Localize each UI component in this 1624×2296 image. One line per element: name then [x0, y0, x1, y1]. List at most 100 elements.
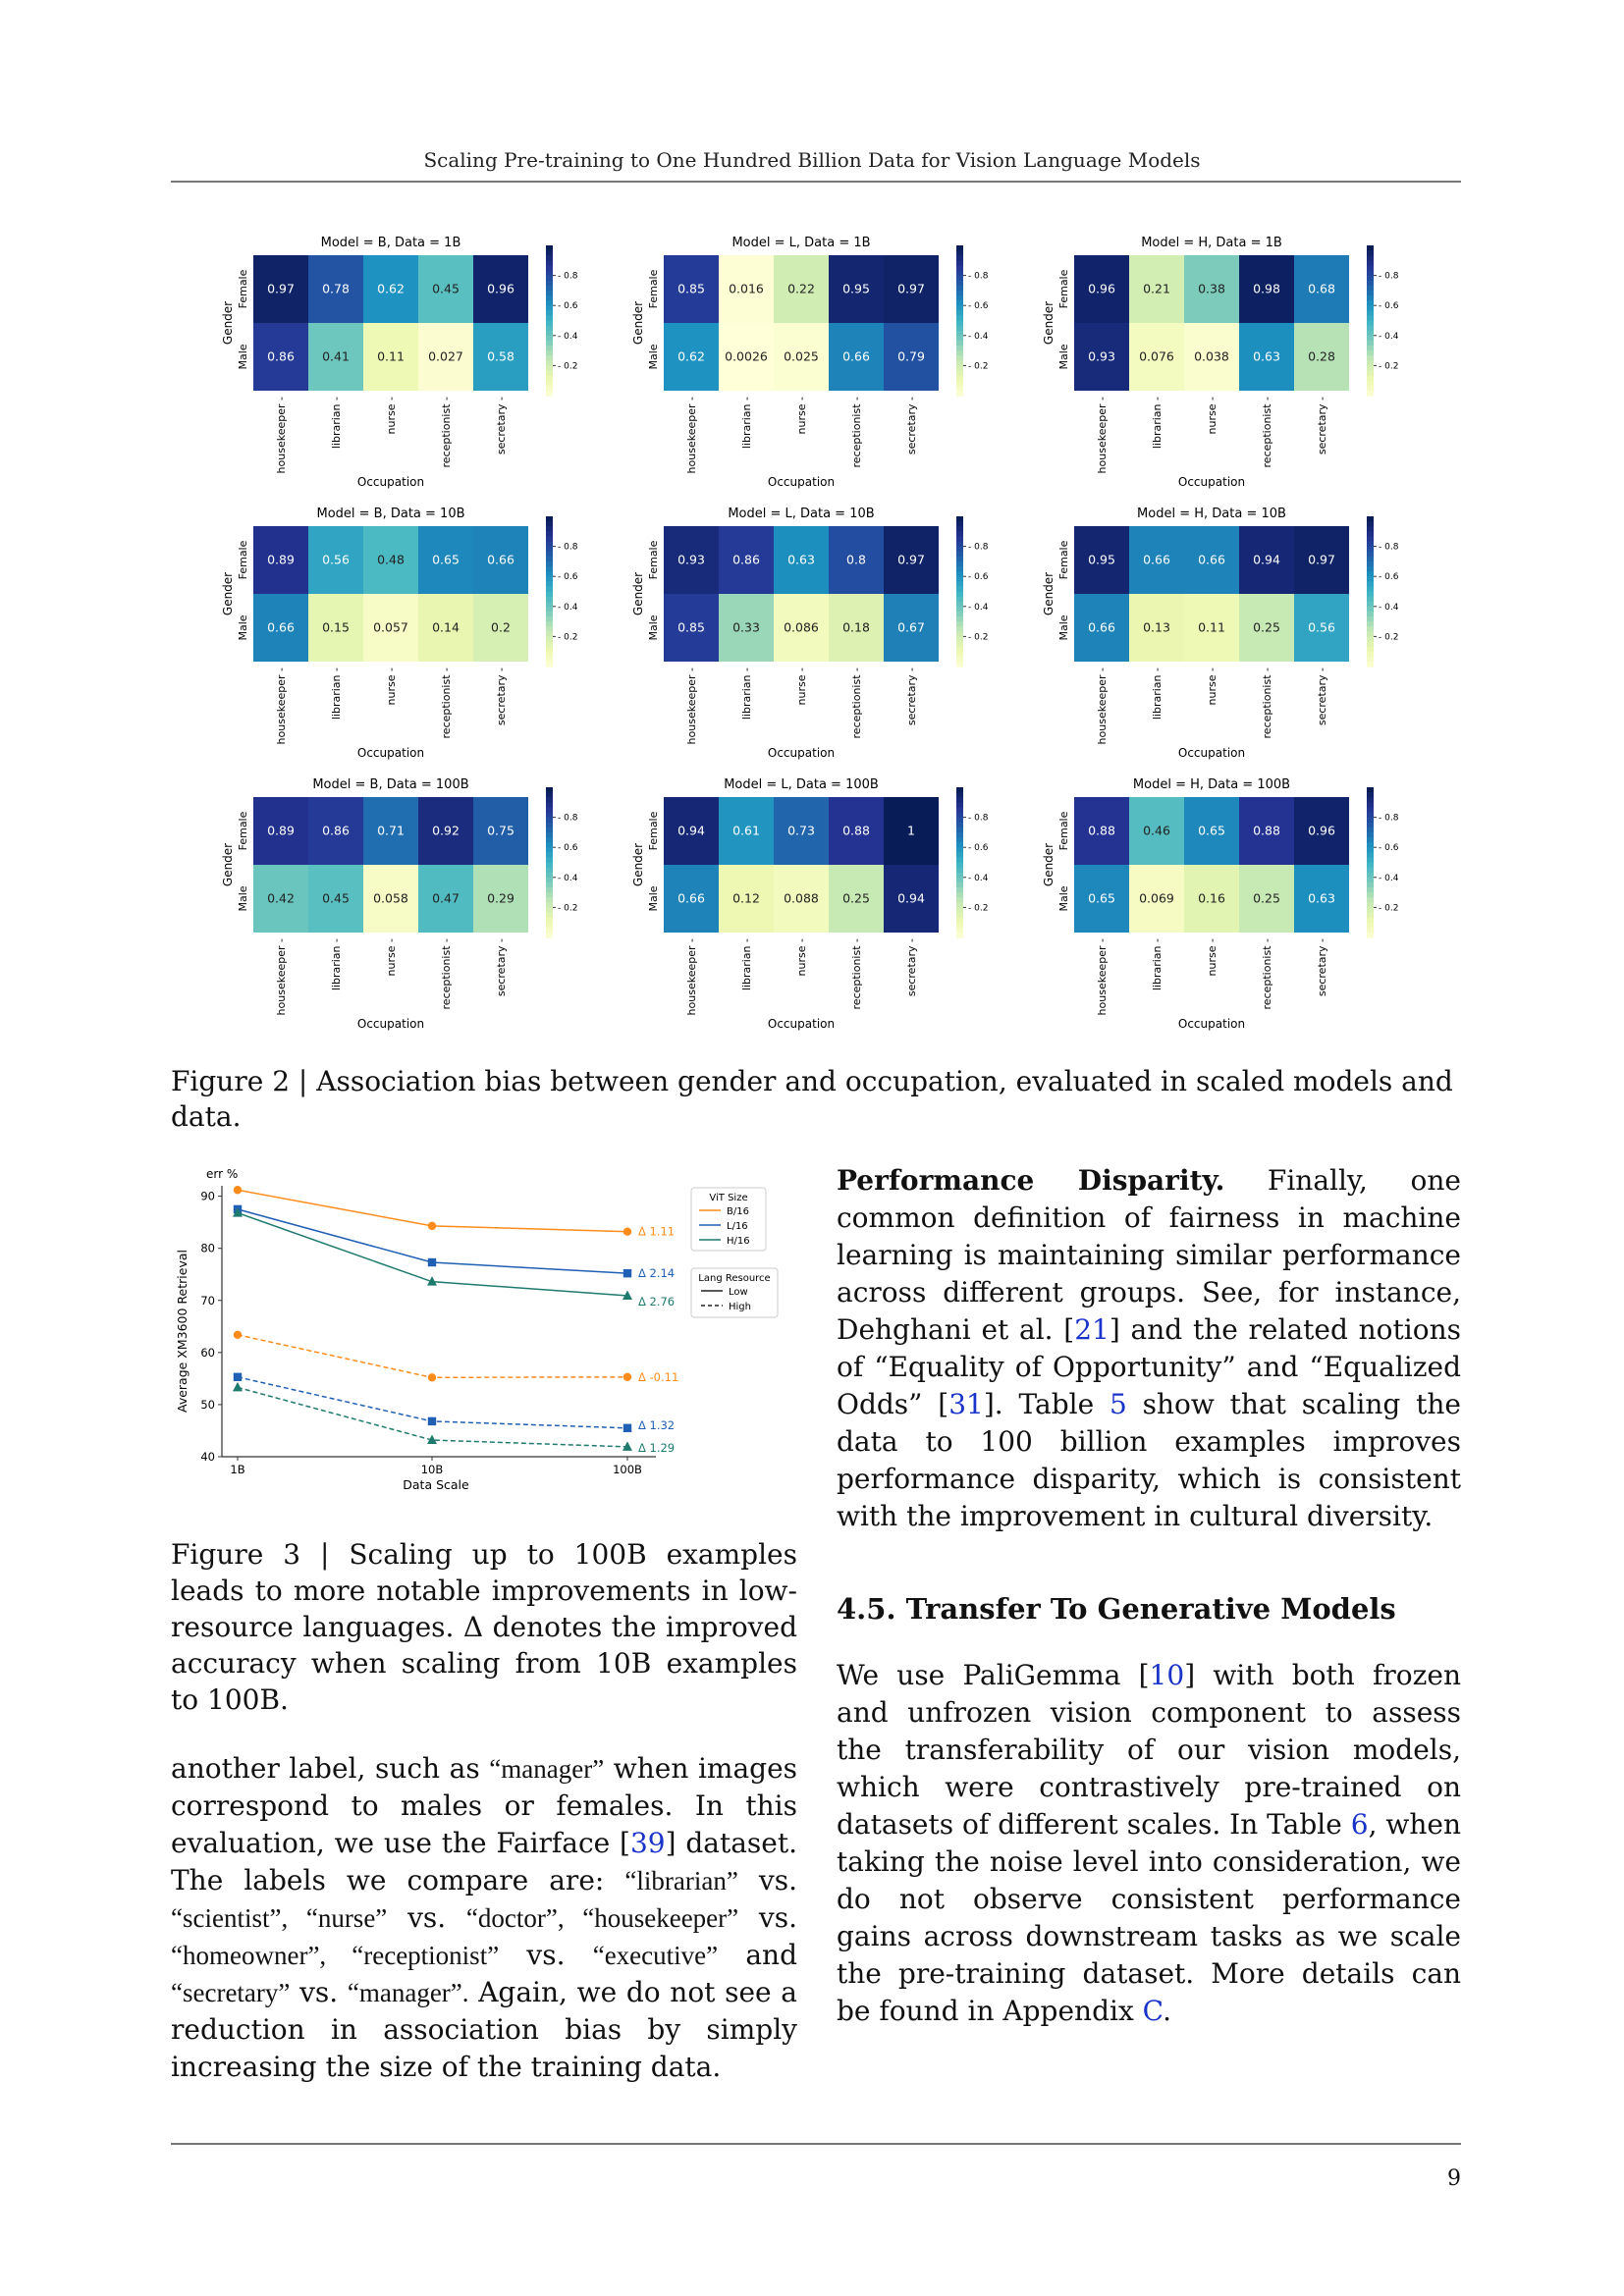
heatmap-value: 0.088	[784, 891, 819, 906]
heatmap-cell	[1129, 526, 1184, 594]
colorbar-segment	[1367, 892, 1374, 898]
heatmap-cell	[1239, 865, 1294, 933]
heatmap-value: 0.38	[1198, 282, 1225, 296]
colorbar-segment	[956, 275, 963, 282]
heatmap-cell	[418, 865, 473, 933]
heatmap-value: 0.25	[1253, 620, 1280, 635]
colorbar-segment	[546, 792, 553, 798]
colorbar-segment	[546, 626, 553, 632]
colorbar-tick-label: - 0.2	[968, 632, 988, 642]
heatmap-cell	[1129, 594, 1184, 662]
colorbar-tick-label: - 0.6	[968, 843, 989, 853]
colorbar-tick-label: - 0.6	[558, 301, 578, 311]
colorbar-segment	[1367, 917, 1374, 924]
heatmap-cell	[1129, 865, 1184, 933]
colorbar-segment	[956, 290, 963, 296]
colorbar-segment	[956, 365, 963, 372]
colorbar-segment	[956, 270, 963, 277]
colorbar-segment	[956, 375, 963, 382]
colorbar-tick-label: - 0.2	[1379, 361, 1398, 371]
heatmap-cell	[1239, 323, 1294, 391]
heatmap-value: 0.16	[1198, 891, 1225, 906]
citation-link-21[interactable]: 21	[1074, 1313, 1110, 1346]
heatmap-value: 0.85	[677, 282, 705, 296]
heatmap-column-label: nurse -	[1206, 938, 1218, 976]
delta-annotation: Δ 2.14	[638, 1266, 675, 1280]
heatmap-row-label: Male	[647, 614, 660, 640]
colorbar-segment	[546, 651, 553, 658]
colorbar-segment	[546, 571, 553, 577]
colorbar-segment	[1367, 857, 1374, 864]
colorbar-segment	[956, 631, 963, 637]
heatmap-cell	[253, 323, 308, 391]
heatmap-xlabel: Occupation	[1178, 1017, 1245, 1031]
colorbar-segment	[546, 586, 553, 593]
colorbar-segment	[956, 546, 963, 553]
heatmap-value: 0.61	[732, 824, 760, 838]
paragraph-heading: Performance Disparity.	[837, 1164, 1225, 1197]
citation-link-31[interactable]: 31	[948, 1388, 984, 1420]
heatmap-cell	[473, 797, 528, 865]
heatmap-column-label: secretary -	[495, 938, 508, 996]
table-5-link[interactable]: 5	[1109, 1388, 1127, 1420]
y-tick-label: 50	[200, 1398, 215, 1412]
heatmap-value: 0.86	[732, 553, 760, 567]
colorbar-segment	[546, 596, 553, 603]
heatmap-value: 0.75	[487, 824, 514, 838]
table-6-link[interactable]: 6	[1350, 1808, 1369, 1841]
heatmap-cell	[1074, 594, 1129, 662]
heatmap-cell	[1294, 323, 1349, 391]
figure2-heatmap-grid: Model = B, Data = 1B 0.97 0.78 0.62 0.45 0.96…	[196, 231, 1434, 1055]
appendix-c-link[interactable]: C	[1142, 1995, 1164, 2027]
heatmap-column-label: librarian -	[740, 938, 753, 990]
heatmap-row-label: Female	[1057, 269, 1070, 308]
colorbar-segment	[1367, 601, 1374, 608]
heatmap-column-label: nurse -	[795, 667, 808, 705]
colorbar-segment	[1367, 797, 1374, 803]
colorbar-segment	[546, 872, 553, 879]
heatmap-title: Model = B, Data = 100B	[312, 777, 468, 792]
colorbar-tick-label: - 0.2	[1379, 632, 1398, 642]
colorbar-tick-label: - 0.8	[968, 272, 989, 282]
heatmap-ylabel: Gender	[631, 843, 645, 886]
heatmap-column-label: housekeeper -	[1096, 397, 1109, 473]
heatmap-cell	[829, 594, 884, 662]
colorbar-segment	[956, 355, 963, 361]
heatmap-column-label: housekeeper -	[275, 938, 288, 1015]
heatmap-column-label: housekeeper -	[1096, 938, 1109, 1015]
colorbar-segment	[546, 881, 553, 888]
x-axis-label: Data Scale	[403, 1477, 469, 1492]
colorbar-segment	[1367, 320, 1374, 327]
heatmap-row-label: Female	[647, 269, 660, 308]
colorbar-segment	[956, 651, 963, 658]
data-point-circle	[233, 1330, 243, 1339]
colorbar-tick-label: - 0.8	[558, 814, 578, 824]
heatmap-cell	[719, 526, 774, 594]
colorbar-segment	[546, 526, 553, 532]
chart-top-label: err %	[206, 1167, 238, 1181]
colorbar-segment	[546, 887, 553, 893]
x-tick-label: 1B	[230, 1463, 244, 1476]
heatmap-column-label: housekeeper -	[685, 938, 698, 1015]
colorbar-segment	[546, 546, 553, 553]
citation-link-39[interactable]: 39	[629, 1827, 666, 1859]
heatmap-row-label: Male	[237, 614, 249, 640]
heatmap-value: 1	[907, 824, 915, 838]
colorbar-segment	[1367, 531, 1374, 537]
colorbar-tick-label: - 0.8	[558, 272, 578, 282]
colorbar-segment	[1367, 927, 1374, 934]
colorbar-segment	[1367, 265, 1374, 272]
heatmap-cell	[1294, 255, 1349, 323]
colorbar-tick-label: - 0.2	[558, 632, 577, 642]
colorbar-segment	[956, 370, 963, 377]
colorbar-segment	[956, 556, 963, 562]
citation-link-10[interactable]: 10	[1149, 1659, 1185, 1691]
colorbar-segment	[956, 305, 963, 311]
colorbar-segment	[1367, 370, 1374, 377]
colorbar-segment	[1367, 576, 1374, 582]
colorbar-segment	[546, 250, 553, 256]
heatmap-xlabel: Occupation	[357, 1017, 424, 1031]
heatmap-cell	[1184, 526, 1239, 594]
heatmap-cell	[1294, 865, 1349, 933]
heatmap-cell	[664, 797, 719, 865]
